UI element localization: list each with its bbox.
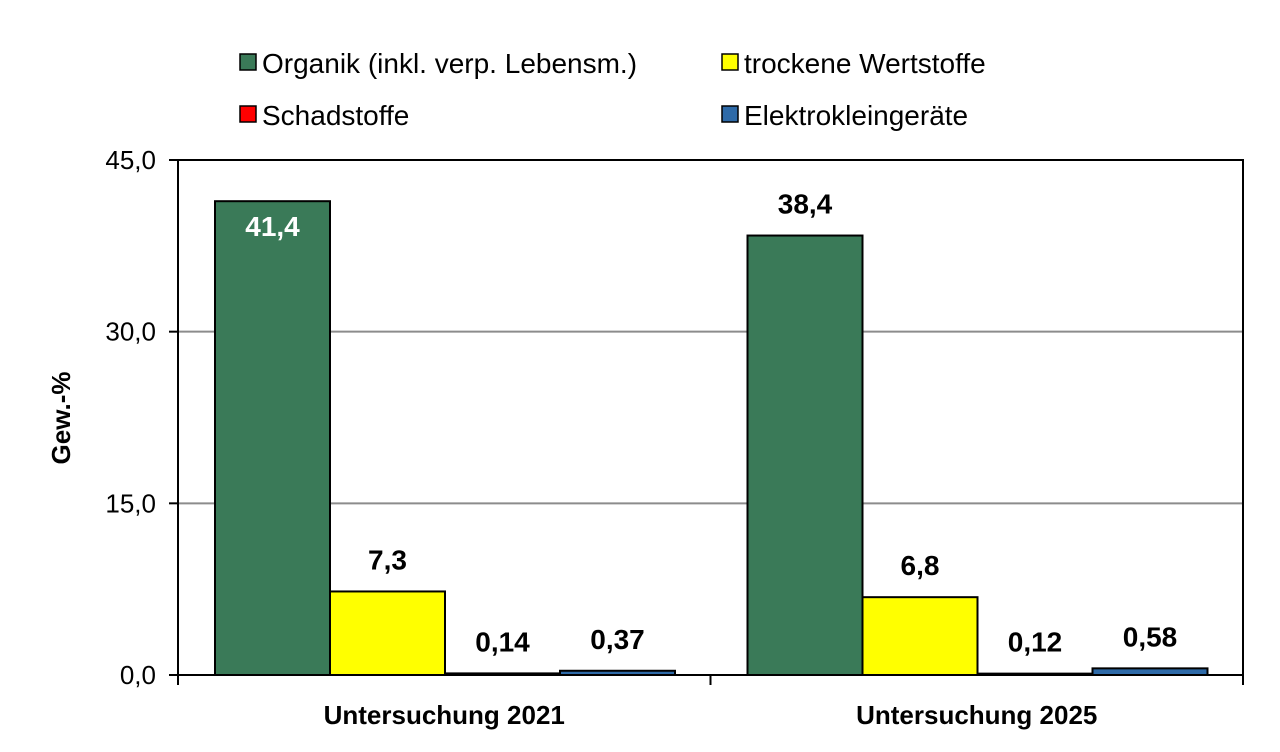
y-tick-label: 45,0 (105, 145, 156, 175)
x-category-label: Untersuchung 2025 (856, 700, 1097, 730)
legend-label: trockene Wertstoffe (744, 48, 986, 79)
y-tick-label: 0,0 (120, 660, 156, 690)
legend-label: Schadstoffe (262, 100, 409, 131)
data-label: 41,4 (245, 211, 300, 242)
legend-label: Elektrokleingeräte (744, 100, 968, 131)
bars (214, 200, 1209, 677)
bar (329, 590, 446, 677)
bar (861, 596, 979, 677)
data-label: 0,58 (1123, 621, 1178, 652)
axes: 0,0 15,0 30,0 45,0 Untersuchung 2021 Untersuc… (105, 145, 1244, 730)
legend-swatch (239, 53, 257, 71)
legend-label: Organik (inkl. verp. Lebensm.) (262, 48, 637, 79)
data-label: 7,3 (368, 544, 407, 575)
bar (214, 200, 331, 676)
legend-swatch (239, 105, 257, 123)
gridlines (178, 159, 1243, 505)
bar (746, 234, 864, 677)
data-label: 0,12 (1008, 627, 1063, 658)
data-labels: 41,4 38,4 7,3 6,8 0,14 0,12 0,37 0,58 (245, 189, 1177, 658)
legend-swatch (721, 105, 739, 123)
y-tick-label: 15,0 (105, 488, 156, 518)
legend-swatch (721, 53, 739, 71)
y-tick-label: 30,0 (105, 317, 156, 347)
data-label: 38,4 (778, 189, 833, 220)
data-label: 6,8 (901, 550, 940, 581)
legend: Organik (inkl. verp. Lebensm.) trockene W… (239, 48, 986, 131)
data-label: 0,14 (475, 626, 530, 657)
x-category-label: Untersuchung 2021 (324, 700, 565, 730)
data-label: 0,37 (590, 624, 645, 655)
y-axis-title: Gew.-% (46, 372, 76, 465)
